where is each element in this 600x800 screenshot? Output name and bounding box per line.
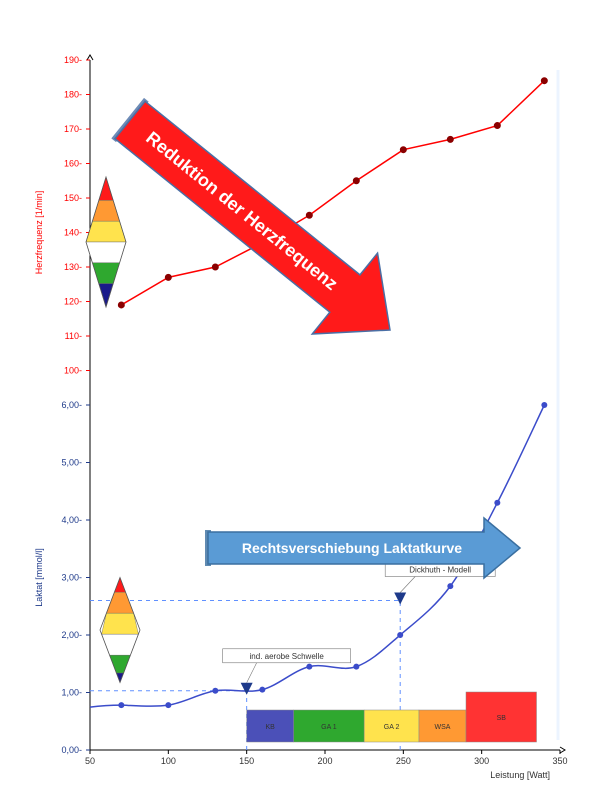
lactate-tick-label: 3,00- bbox=[61, 573, 82, 583]
zone-label: KB bbox=[265, 724, 275, 731]
hr-tick-label: 160- bbox=[64, 159, 82, 169]
lactate-tick-label: 5,00- bbox=[61, 458, 82, 468]
lactate-point bbox=[541, 402, 547, 408]
x-axis-label: Leistung [Watt] bbox=[490, 770, 550, 780]
zone-label: WSA bbox=[435, 724, 451, 731]
lactate-point bbox=[306, 664, 312, 670]
lactate-point bbox=[494, 500, 500, 506]
threshold-callout-label: Dickhuth - Modell bbox=[409, 566, 471, 575]
lactate-point bbox=[259, 687, 265, 693]
hr-point bbox=[212, 264, 218, 270]
lactate-point bbox=[165, 702, 171, 708]
x-tick-label: 100 bbox=[161, 756, 176, 766]
x-tick-label: 300 bbox=[474, 756, 489, 766]
hr-point bbox=[494, 123, 500, 129]
lactate-axis-label: Laktat [mmol/l] bbox=[34, 548, 44, 607]
lactate-point bbox=[397, 632, 403, 638]
threshold-marker bbox=[241, 683, 253, 695]
hr-tick-label: 130- bbox=[64, 262, 82, 272]
x-tick-label: 150 bbox=[239, 756, 254, 766]
hr-tick-label: 120- bbox=[64, 297, 82, 307]
lactate-tick-label: 0,00- bbox=[61, 745, 82, 755]
zone-label: GA 2 bbox=[384, 724, 400, 731]
lactate-tick-label: 1,00- bbox=[61, 688, 82, 698]
hr-tick-label: 170- bbox=[64, 124, 82, 134]
hr-tick-label: 150- bbox=[64, 193, 82, 203]
lactate-point bbox=[447, 583, 453, 589]
reduction-arrow-label: Reduktion der Herzfrequenz bbox=[142, 128, 341, 294]
lactate-point bbox=[212, 688, 218, 694]
zone-diamond-hr bbox=[86, 177, 126, 307]
x-tick-label: 350 bbox=[552, 756, 567, 766]
hr-tick-label: 100- bbox=[64, 366, 82, 376]
hr-axis-label: Herzfrequenz [1/min] bbox=[34, 191, 44, 275]
dual-axis-chart: 50 100 150 200 250 300 350Leistung [Watt] 100- 1… bbox=[0, 0, 600, 800]
hr-point bbox=[447, 136, 453, 142]
x-tick-label: 250 bbox=[396, 756, 411, 766]
hr-point bbox=[400, 147, 406, 153]
hr-point bbox=[165, 274, 171, 280]
lactate-tick-label: 4,00- bbox=[61, 515, 82, 525]
hr-point bbox=[306, 212, 312, 218]
hr-point bbox=[541, 78, 547, 84]
reduction-arrow: Reduktion der Herzfrequenz bbox=[97, 80, 422, 371]
hr-point bbox=[353, 178, 359, 184]
threshold-callout-label: ind. aerobe Schwelle bbox=[250, 652, 325, 661]
hr-tick-label: 140- bbox=[64, 228, 82, 238]
hr-tick-label: 180- bbox=[64, 90, 82, 100]
zone-diamond-lactate bbox=[100, 578, 140, 683]
lactate-point bbox=[118, 702, 124, 708]
shift-arrow-label: Rechtsverschiebung Laktatkurve bbox=[242, 540, 462, 556]
x-tick-label: 50 bbox=[85, 756, 95, 766]
hr-tick-label: 190- bbox=[64, 55, 82, 65]
hr-tick-label: 110- bbox=[65, 331, 82, 341]
hr-point bbox=[118, 302, 124, 308]
threshold-marker bbox=[394, 593, 406, 605]
zone-label: SB bbox=[497, 715, 507, 722]
lactate-tick-label: 6,00- bbox=[61, 400, 82, 410]
x-tick-label: 200 bbox=[317, 756, 332, 766]
zone-label: GA 1 bbox=[321, 724, 337, 731]
lactate-tick-label: 2,00- bbox=[61, 630, 82, 640]
lactate-point bbox=[353, 664, 359, 670]
